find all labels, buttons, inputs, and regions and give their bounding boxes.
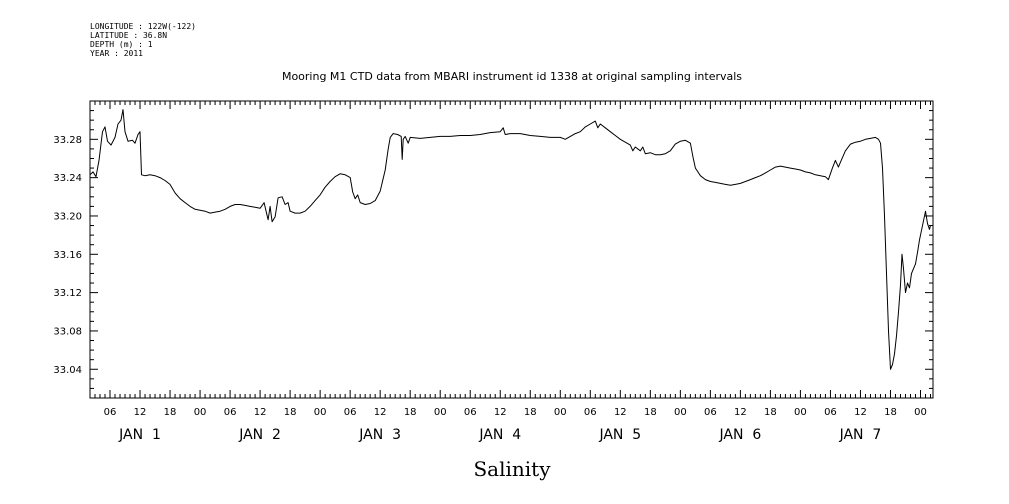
x-tick-label: 12 [734, 407, 747, 418]
x-tick-label: 00 [554, 407, 567, 418]
year-label: YEAR : 2011 [90, 49, 143, 58]
x-tick-label: 06 [824, 407, 837, 418]
x-tick-label: 06 [464, 407, 477, 418]
x-tick-label: 00 [434, 407, 447, 418]
x-tick-label: 06 [104, 407, 117, 418]
x-tick-label: 00 [794, 407, 807, 418]
x-tick-label: 12 [854, 407, 867, 418]
x-tick-label: 00 [914, 407, 927, 418]
x-tick-label: 18 [884, 407, 897, 418]
x-tick-label: 12 [134, 407, 147, 418]
x-tick-label: 00 [674, 407, 687, 418]
day-label: JAN 5 [598, 427, 641, 443]
y-tick-label: 33.08 [53, 326, 82, 337]
x-tick-label: 18 [764, 407, 777, 418]
depth-label: DEPTH (m) : 1 [90, 40, 153, 49]
x-tick-label: 18 [404, 407, 417, 418]
y-axis: 33.04 33.08 33.12 33.16 33.20 33.24 33.28 [53, 100, 933, 399]
x-tick-label: 18 [524, 407, 537, 418]
x-tick-label: 00 [194, 407, 207, 418]
latitude-label: LATITUDE : 36.8N [90, 31, 168, 40]
x-tick-label: 18 [164, 407, 177, 418]
day-label: JAN 2 [238, 427, 281, 443]
y-tick-label: 33.20 [53, 211, 82, 222]
x-tick-label: 12 [374, 407, 387, 418]
day-label: JAN 3 [358, 427, 401, 443]
day-label: JAN 4 [478, 427, 521, 443]
longitude-label: LONGITUDE : 122W(-122) [90, 22, 196, 31]
series-group [89, 109, 931, 370]
x-tick-label: 06 [704, 407, 717, 418]
x-tick-label: 06 [224, 407, 237, 418]
y-tick-label: 33.12 [53, 288, 82, 299]
x-axis-label: Salinity [473, 457, 551, 481]
y-tick-label: 33.04 [53, 365, 82, 376]
x-tick-label: 06 [584, 407, 597, 418]
x-tick-label: 18 [644, 407, 657, 418]
day-label: JAN 7 [839, 427, 882, 443]
x-tick-label: 18 [284, 407, 297, 418]
day-label: JAN 6 [719, 427, 762, 443]
salinity-series-line [89, 109, 931, 370]
x-tick-label: 12 [254, 407, 267, 418]
y-tick-label: 33.16 [53, 250, 82, 261]
metadata-block: LONGITUDE : 122W(-122) LATITUDE : 36.8N … [90, 22, 196, 58]
y-tick-label: 33.28 [53, 135, 82, 146]
x-tick-label: 12 [494, 407, 507, 418]
chart-title: Mooring M1 CTD data from MBARI instrumen… [282, 70, 742, 83]
x-tick-label: 12 [614, 407, 627, 418]
y-tick-label: 33.24 [53, 173, 82, 184]
x-tick-label: 00 [314, 407, 327, 418]
x-axis: 06 12 18 00 06 12 18 00 06 12 18 00 06 12 18 00 06 12 18 00… [89, 101, 931, 418]
plot-frame [89, 100, 934, 399]
day-labels: JAN 1 JAN 2 JAN 3 JAN 4 JAN 5 JAN 6 JAN 7 [118, 427, 881, 443]
x-tick-label: 06 [344, 407, 357, 418]
day-label: JAN 1 [118, 427, 161, 443]
